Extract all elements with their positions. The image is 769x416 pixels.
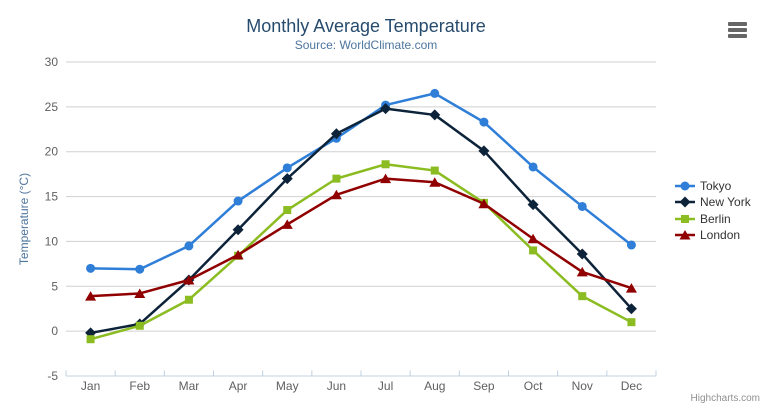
x-axis-label: Oct: [524, 379, 543, 393]
x-axis-label: Sep: [473, 379, 495, 393]
export-menu-button[interactable]: [728, 20, 752, 40]
series-point-berlin[interactable]: [627, 318, 636, 327]
y-axis-label: -5: [47, 369, 58, 383]
legend-label: New York: [700, 195, 751, 210]
series-point-berlin[interactable]: [332, 174, 341, 183]
series-line-london[interactable]: [89, 177, 633, 298]
series-point-london[interactable]: [134, 288, 146, 298]
series-point-berlin[interactable]: [135, 321, 144, 330]
series-point-london[interactable]: [281, 219, 293, 229]
series-point-new-york[interactable]: [232, 224, 244, 236]
series-line-berlin[interactable]: [89, 163, 633, 341]
series-point-london[interactable]: [576, 266, 588, 277]
x-axis-label: Feb: [129, 379, 150, 393]
x-axis-label: Jun: [327, 379, 346, 393]
legend-label: London: [700, 228, 741, 243]
series-point-berlin[interactable]: [86, 335, 95, 344]
series-point-berlin[interactable]: [430, 166, 439, 175]
series-point-new-york[interactable]: [429, 109, 441, 121]
series-point-tokyo[interactable]: [282, 163, 292, 173]
series-point-tokyo[interactable]: [430, 88, 440, 98]
series-point-london[interactable]: [183, 275, 195, 285]
legend-item-tokyo[interactable]: Tokyo: [674, 178, 751, 194]
x-axis-label: Aug: [424, 379, 445, 393]
y-axis-label: 0: [51, 324, 58, 338]
series-point-london[interactable]: [625, 283, 637, 293]
x-axis-label: Nov: [572, 379, 593, 393]
series-point-tokyo[interactable]: [577, 201, 587, 211]
series-point-tokyo[interactable]: [479, 117, 489, 127]
series-point-berlin[interactable]: [578, 292, 587, 301]
series-point-tokyo[interactable]: [135, 264, 145, 274]
y-axis-label: 20: [45, 145, 59, 159]
series-line-tokyo[interactable]: [89, 92, 633, 271]
series-point-london[interactable]: [527, 233, 539, 244]
x-axis-label: Dec: [621, 379, 642, 393]
chart-title: Monthly Average Temperature: [246, 16, 486, 36]
x-axis-label: Mar: [179, 379, 200, 393]
y-axis-label: 15: [45, 190, 59, 204]
series-point-berlin[interactable]: [529, 246, 538, 255]
legend-item-berlin[interactable]: Berlin: [674, 211, 751, 227]
square-marker-icon: [675, 214, 695, 223]
x-axis-label: Jan: [81, 379, 100, 393]
legend-item-london[interactable]: London: [674, 227, 751, 243]
chart-subtitle: Source: WorldClimate.com: [294, 38, 438, 52]
hamburger-menu-icon: [728, 22, 752, 38]
series-point-london[interactable]: [232, 249, 244, 260]
series-point-london[interactable]: [85, 291, 97, 301]
series-point-berlin[interactable]: [283, 206, 292, 215]
triangle-marker-icon: [675, 230, 695, 240]
y-axis-label: 5: [51, 279, 58, 293]
x-axis-label: Apr: [229, 379, 248, 393]
series-point-london[interactable]: [330, 189, 342, 200]
series-point-london[interactable]: [478, 198, 490, 209]
series-line-new-york[interactable]: [89, 107, 633, 335]
legend-item-new-york[interactable]: New York: [674, 194, 751, 210]
series-point-berlin[interactable]: [184, 295, 193, 304]
series-point-tokyo[interactable]: [86, 263, 96, 273]
legend: Tokyo New York Berlin London: [674, 178, 751, 243]
series-point-tokyo[interactable]: [626, 240, 636, 250]
series-point-berlin[interactable]: [381, 160, 390, 169]
x-axis-label: May: [276, 379, 299, 393]
series-point-new-york[interactable]: [281, 173, 293, 185]
series-point-tokyo[interactable]: [184, 241, 194, 251]
legend-label: Tokyo: [700, 179, 732, 194]
series-point-new-york[interactable]: [625, 303, 637, 315]
series-point-new-york[interactable]: [478, 145, 490, 157]
y-axis-label: 10: [45, 234, 59, 248]
diamond-marker-icon: [675, 196, 695, 208]
legend-label: Berlin: [700, 211, 731, 226]
credits-link[interactable]: Highcharts.com: [690, 393, 760, 404]
series-point-london[interactable]: [380, 173, 392, 184]
series-point-new-york[interactable]: [380, 103, 392, 115]
series-point-new-york[interactable]: [330, 128, 342, 140]
series-point-new-york[interactable]: [527, 199, 539, 211]
series-point-new-york[interactable]: [576, 248, 588, 260]
series-point-tokyo[interactable]: [233, 196, 243, 206]
x-axis-label: Jul: [378, 379, 393, 393]
y-axis-label: 25: [45, 100, 59, 114]
y-axis-label: 30: [45, 55, 59, 69]
series-point-tokyo[interactable]: [528, 162, 538, 172]
circle-marker-icon: [675, 181, 695, 191]
series-point-london[interactable]: [429, 177, 441, 187]
